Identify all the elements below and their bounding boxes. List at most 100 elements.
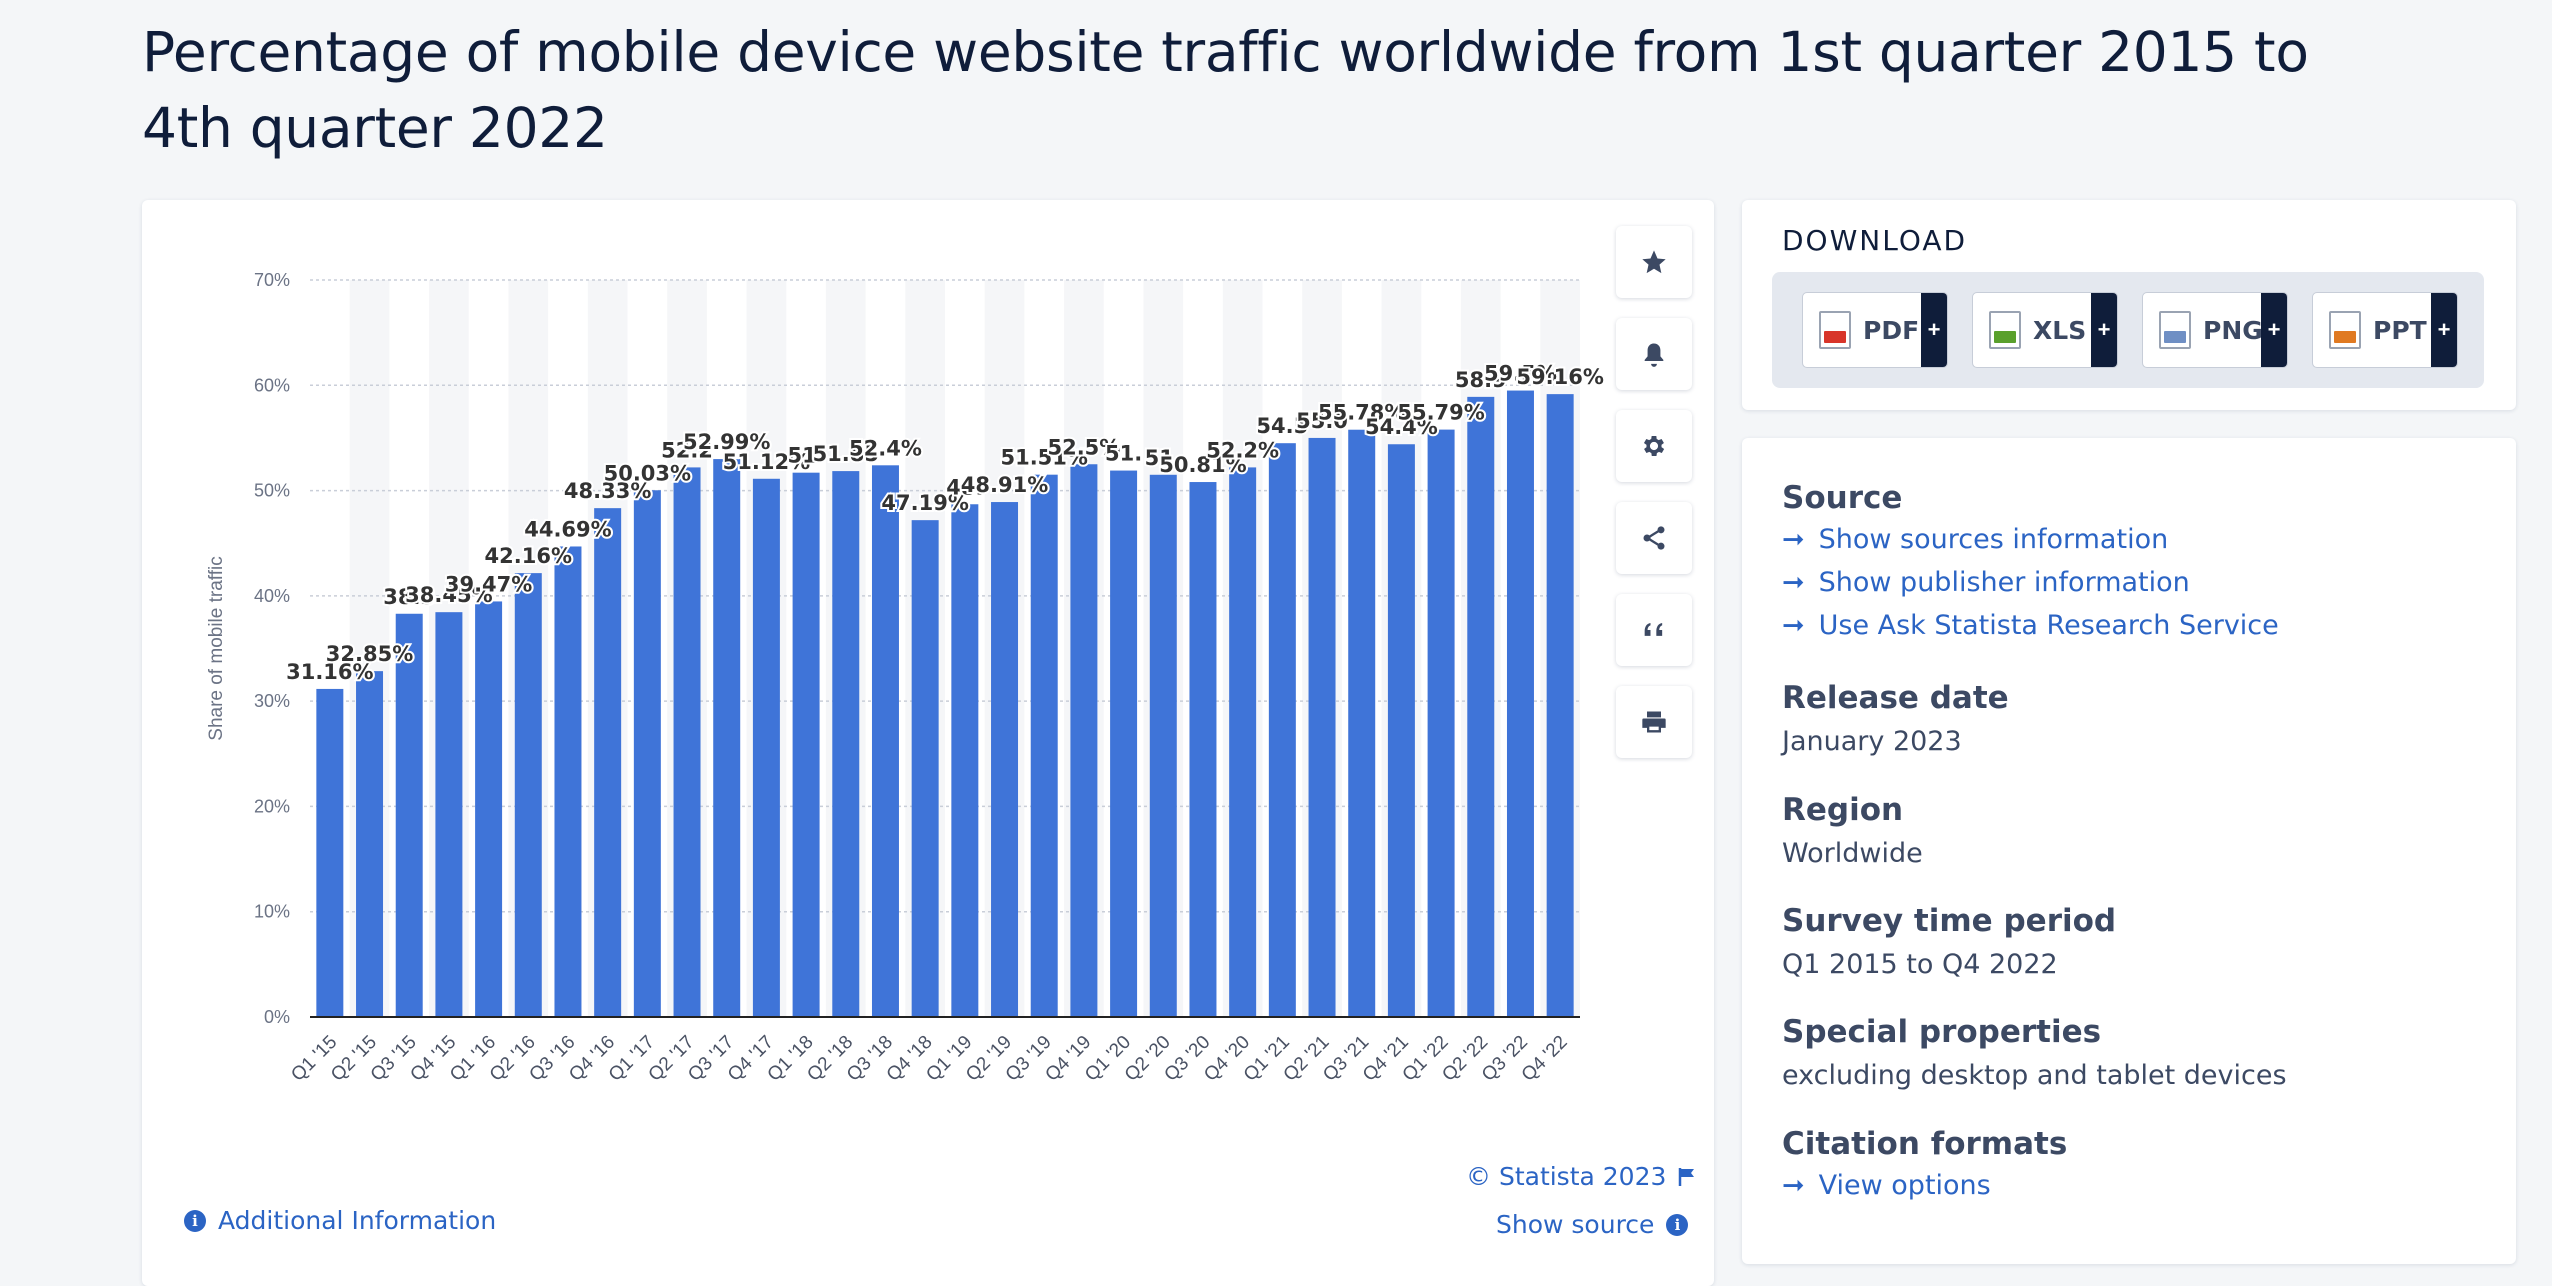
release-date-label: Release date (1782, 680, 2009, 716)
data-label: 55.79% (1397, 401, 1484, 425)
bar (594, 508, 622, 1017)
data-label: 47.19% (881, 491, 968, 515)
png-file-icon (2159, 311, 2191, 349)
y-axis-label: Share of mobile traffic (206, 556, 227, 740)
download-xls-label: XLS (2033, 315, 2087, 345)
data-label: 51. (787, 444, 824, 468)
download-tray: PDF + XLS + PNG + PPT + (1772, 272, 2484, 388)
data-label: 48.33% (564, 479, 651, 503)
arrow-right-icon: ➞ (1782, 1170, 1805, 1201)
citation-section: Citation formats ➞ View options (1782, 1124, 2067, 1207)
data-label: 38.45% (405, 583, 492, 607)
bar (673, 467, 701, 1017)
y-tick-label: 20% (254, 796, 290, 816)
share-icon (1643, 526, 1665, 550)
bookmark-button[interactable] (1616, 226, 1692, 298)
data-label: 31.16% (286, 660, 373, 684)
copyright[interactable]: © Statista 2023 (1466, 1162, 1696, 1191)
y-tick-label: 70% (254, 270, 290, 290)
bar (1467, 396, 1495, 1017)
bar (435, 612, 463, 1017)
region-section: Region Worldwide (1782, 790, 1923, 874)
download-ppt-button[interactable]: PPT + (2312, 292, 2458, 368)
show-publisher-link[interactable]: ➞ Show publisher information (1782, 561, 2279, 604)
bar (514, 573, 542, 1017)
xls-file-icon (1989, 311, 2021, 349)
y-tick-label: 10% (254, 902, 290, 922)
y-tick-label: 50% (254, 481, 290, 501)
bar (752, 478, 780, 1017)
ask-statista-link[interactable]: ➞ Use Ask Statista Research Service (1782, 604, 2279, 647)
y-tick-label: 30% (254, 691, 290, 711)
bar (1149, 474, 1177, 1017)
show-sources-link[interactable]: ➞ Show sources information (1782, 518, 2279, 561)
show-publisher-label: Show publisher information (1818, 567, 2190, 598)
additional-information-link[interactable]: i Additional Information (184, 1206, 496, 1235)
bar (1308, 437, 1336, 1017)
data-label: 52.5% (1047, 435, 1120, 459)
bar (356, 671, 384, 1017)
data-label: 50.03% (604, 461, 691, 485)
show-source-label: Show source (1496, 1210, 1655, 1239)
survey-period-label: Survey time period (1782, 903, 2117, 939)
special-properties-value: excluding desktop and tablet devices (1782, 1060, 2287, 1091)
quote-icon (1644, 623, 1663, 636)
copyright-label: © Statista 2023 (1466, 1162, 1667, 1191)
bar (832, 471, 860, 1017)
show-source-link[interactable]: Show source i (1496, 1210, 1689, 1239)
info-icon: i (184, 1209, 206, 1232)
special-properties-label: Special properties (1782, 1014, 2102, 1050)
release-date-value: January 2023 (1782, 726, 1962, 757)
data-label: 55.78% (1318, 401, 1405, 425)
settings-button[interactable] (1616, 410, 1692, 482)
download-pdf-button[interactable]: PDF + (1802, 292, 1948, 368)
data-label: 51.51% (1000, 446, 1087, 470)
data-label: 39.47% (445, 572, 532, 596)
survey-period-value: Q1 2015 to Q4 2022 (1782, 949, 2058, 980)
statistic-details-card: Source ➞ Show sources information ➞ Show p… (1742, 438, 2516, 1264)
data-label: 38.3 (383, 585, 435, 609)
data-label: 51.12% (723, 450, 810, 474)
arrow-right-icon: ➞ (1782, 610, 1805, 641)
data-label: 52.2% (1206, 438, 1279, 462)
bar (1387, 444, 1415, 1017)
plus-icon: + (2431, 293, 2457, 367)
ppt-file-icon (2329, 311, 2361, 349)
plus-icon: + (1921, 293, 1947, 367)
bar (1229, 467, 1257, 1017)
page-title: Percentage of mobile device website traf… (142, 20, 2309, 160)
notification-button[interactable] (1616, 318, 1692, 390)
plus-icon: + (2261, 293, 2287, 367)
download-pdf-label: PDF (1863, 315, 1920, 345)
ask-statista-label: Use Ask Statista Research Service (1818, 610, 2279, 641)
chart-card: 0% 10% 20% 30% 40% 50% 60% 70% Share of mobile t… (142, 200, 1714, 1286)
arrow-right-icon: ➞ (1782, 524, 1805, 555)
y-tick-label: 40% (254, 586, 290, 606)
bar (395, 613, 423, 1017)
bar (1189, 482, 1217, 1017)
bar (871, 465, 899, 1017)
citation-label: Citation formats (1782, 1126, 2068, 1162)
data-label: 32.85% (326, 642, 413, 666)
download-card: DOWNLOAD PDF + XLS + PNG + PPT + (1742, 200, 2516, 410)
view-options-link[interactable]: ➞ View options (1782, 1164, 2067, 1207)
pdf-file-icon (1819, 311, 1851, 349)
bar (475, 601, 503, 1017)
info-icon: i (1666, 1213, 1689, 1236)
special-properties-section: Special properties excluding desktop and… (1782, 1012, 2287, 1096)
download-xls-button[interactable]: XLS + (1972, 292, 2118, 368)
download-png-button[interactable]: PNG + (2142, 292, 2288, 368)
print-button[interactable] (1616, 686, 1692, 758)
release-date-section: Release date January 2023 (1782, 678, 2009, 762)
share-button[interactable] (1616, 502, 1692, 574)
source-section: Source ➞ Show sources information ➞ Show p… (1782, 478, 2279, 647)
bar (991, 502, 1019, 1017)
data-label: 50.81% (1159, 453, 1246, 477)
bar (713, 459, 741, 1017)
cite-button[interactable] (1616, 594, 1692, 666)
bar (316, 688, 344, 1017)
y-tick-label: 0% (264, 1007, 290, 1027)
bar (1030, 474, 1058, 1017)
download-ppt-label: PPT (2373, 315, 2427, 345)
data-label: 55.0 (1296, 409, 1348, 433)
